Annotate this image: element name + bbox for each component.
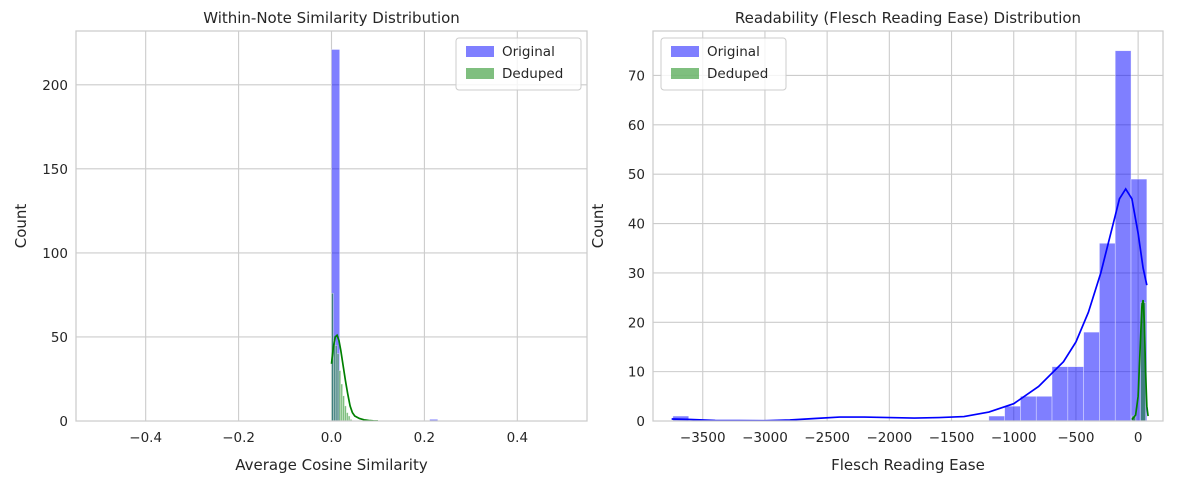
y-tick-label: 0 bbox=[59, 414, 68, 430]
legend-label-original: Original bbox=[502, 44, 555, 60]
plot-area bbox=[330, 49, 439, 421]
axes-frame bbox=[75, 30, 588, 422]
x-tick-label: −2500 bbox=[804, 430, 850, 446]
plot-area bbox=[671, 50, 1149, 421]
x-tick-label: 0 bbox=[1134, 430, 1143, 446]
x-tick-label: −3000 bbox=[742, 430, 788, 446]
histogram-bar-deduped bbox=[347, 415, 351, 421]
y-tick-label: 10 bbox=[628, 365, 645, 381]
y-tick-label: 100 bbox=[42, 246, 68, 262]
y-tick-label: 40 bbox=[628, 217, 645, 233]
x-tick-label: 0.2 bbox=[414, 430, 435, 446]
readability-histogram-panel: −3500 −3000 −2500 −2000 −1500 −1000 −500 0 0 10 20… bbox=[589, 9, 1164, 474]
x-axis-label: Average Cosine Similarity bbox=[235, 456, 428, 474]
similarity-histogram-panel: −0.4 −0.2 0.0 0.2 0.4 0 50 100 150 200 Within-Note… bbox=[12, 9, 588, 474]
y-tick-label: 60 bbox=[628, 118, 645, 134]
histogram-bar-original bbox=[1004, 405, 1021, 421]
x-tick-label: −1000 bbox=[991, 430, 1037, 446]
x-tick-label: −2000 bbox=[867, 430, 913, 446]
histogram-bar-original bbox=[1051, 366, 1069, 421]
y-tick-label: 50 bbox=[51, 330, 68, 346]
x-tick-label: 0.0 bbox=[321, 430, 342, 446]
y-tick-label: 150 bbox=[42, 162, 68, 178]
histogram-bar-deduped bbox=[349, 419, 353, 421]
legend-label-deduped: Deduped bbox=[502, 66, 563, 82]
x-tick-label: −0.2 bbox=[222, 430, 255, 446]
y-tick-label: 70 bbox=[628, 68, 645, 84]
x-tick-label: −0.4 bbox=[129, 430, 162, 446]
kde-line-deduped bbox=[1131, 299, 1149, 421]
x-tick-label: 0.4 bbox=[507, 430, 528, 446]
y-tick-label: 20 bbox=[628, 315, 645, 331]
y-axis-label: Count bbox=[12, 204, 30, 249]
legend-swatch-deduped bbox=[466, 68, 494, 79]
legend-label-original: Original bbox=[707, 44, 760, 60]
kde-line-original bbox=[671, 187, 1148, 421]
y-axis-label: Count bbox=[589, 204, 607, 249]
histogram-bar-original bbox=[1114, 50, 1132, 421]
x-tick-label: −1500 bbox=[929, 430, 975, 446]
legend-swatch-deduped bbox=[671, 68, 699, 79]
histogram-bar-original bbox=[1083, 331, 1100, 421]
y-tick-label: 200 bbox=[42, 78, 68, 94]
histogram-bar-original bbox=[1035, 396, 1053, 421]
y-tick-label: 0 bbox=[636, 414, 645, 430]
legend-label-deduped: Deduped bbox=[707, 66, 768, 82]
x-tick-label: −3500 bbox=[680, 430, 726, 446]
y-tick-label: 30 bbox=[628, 266, 645, 282]
histogram-bar-original bbox=[429, 419, 439, 421]
histogram-bar-original bbox=[988, 415, 1005, 421]
legend: Original Deduped bbox=[455, 37, 582, 91]
legend-swatch-original bbox=[671, 46, 699, 57]
axes-frame bbox=[652, 30, 1164, 422]
histogram-bar-original bbox=[1020, 396, 1037, 421]
legend: Original Deduped bbox=[660, 37, 787, 91]
chart-title: Readability (Flesch Reading Ease) Distri… bbox=[735, 9, 1081, 27]
y-tick-label: 50 bbox=[628, 167, 645, 183]
chart-title: Within-Note Similarity Distribution bbox=[203, 9, 460, 27]
legend-swatch-original bbox=[466, 46, 494, 57]
x-axis-label: Flesch Reading Ease bbox=[831, 456, 985, 474]
kde-line-deduped bbox=[330, 333, 378, 421]
x-tick-label: −500 bbox=[1057, 430, 1094, 446]
histogram-bar-original bbox=[1067, 366, 1084, 421]
